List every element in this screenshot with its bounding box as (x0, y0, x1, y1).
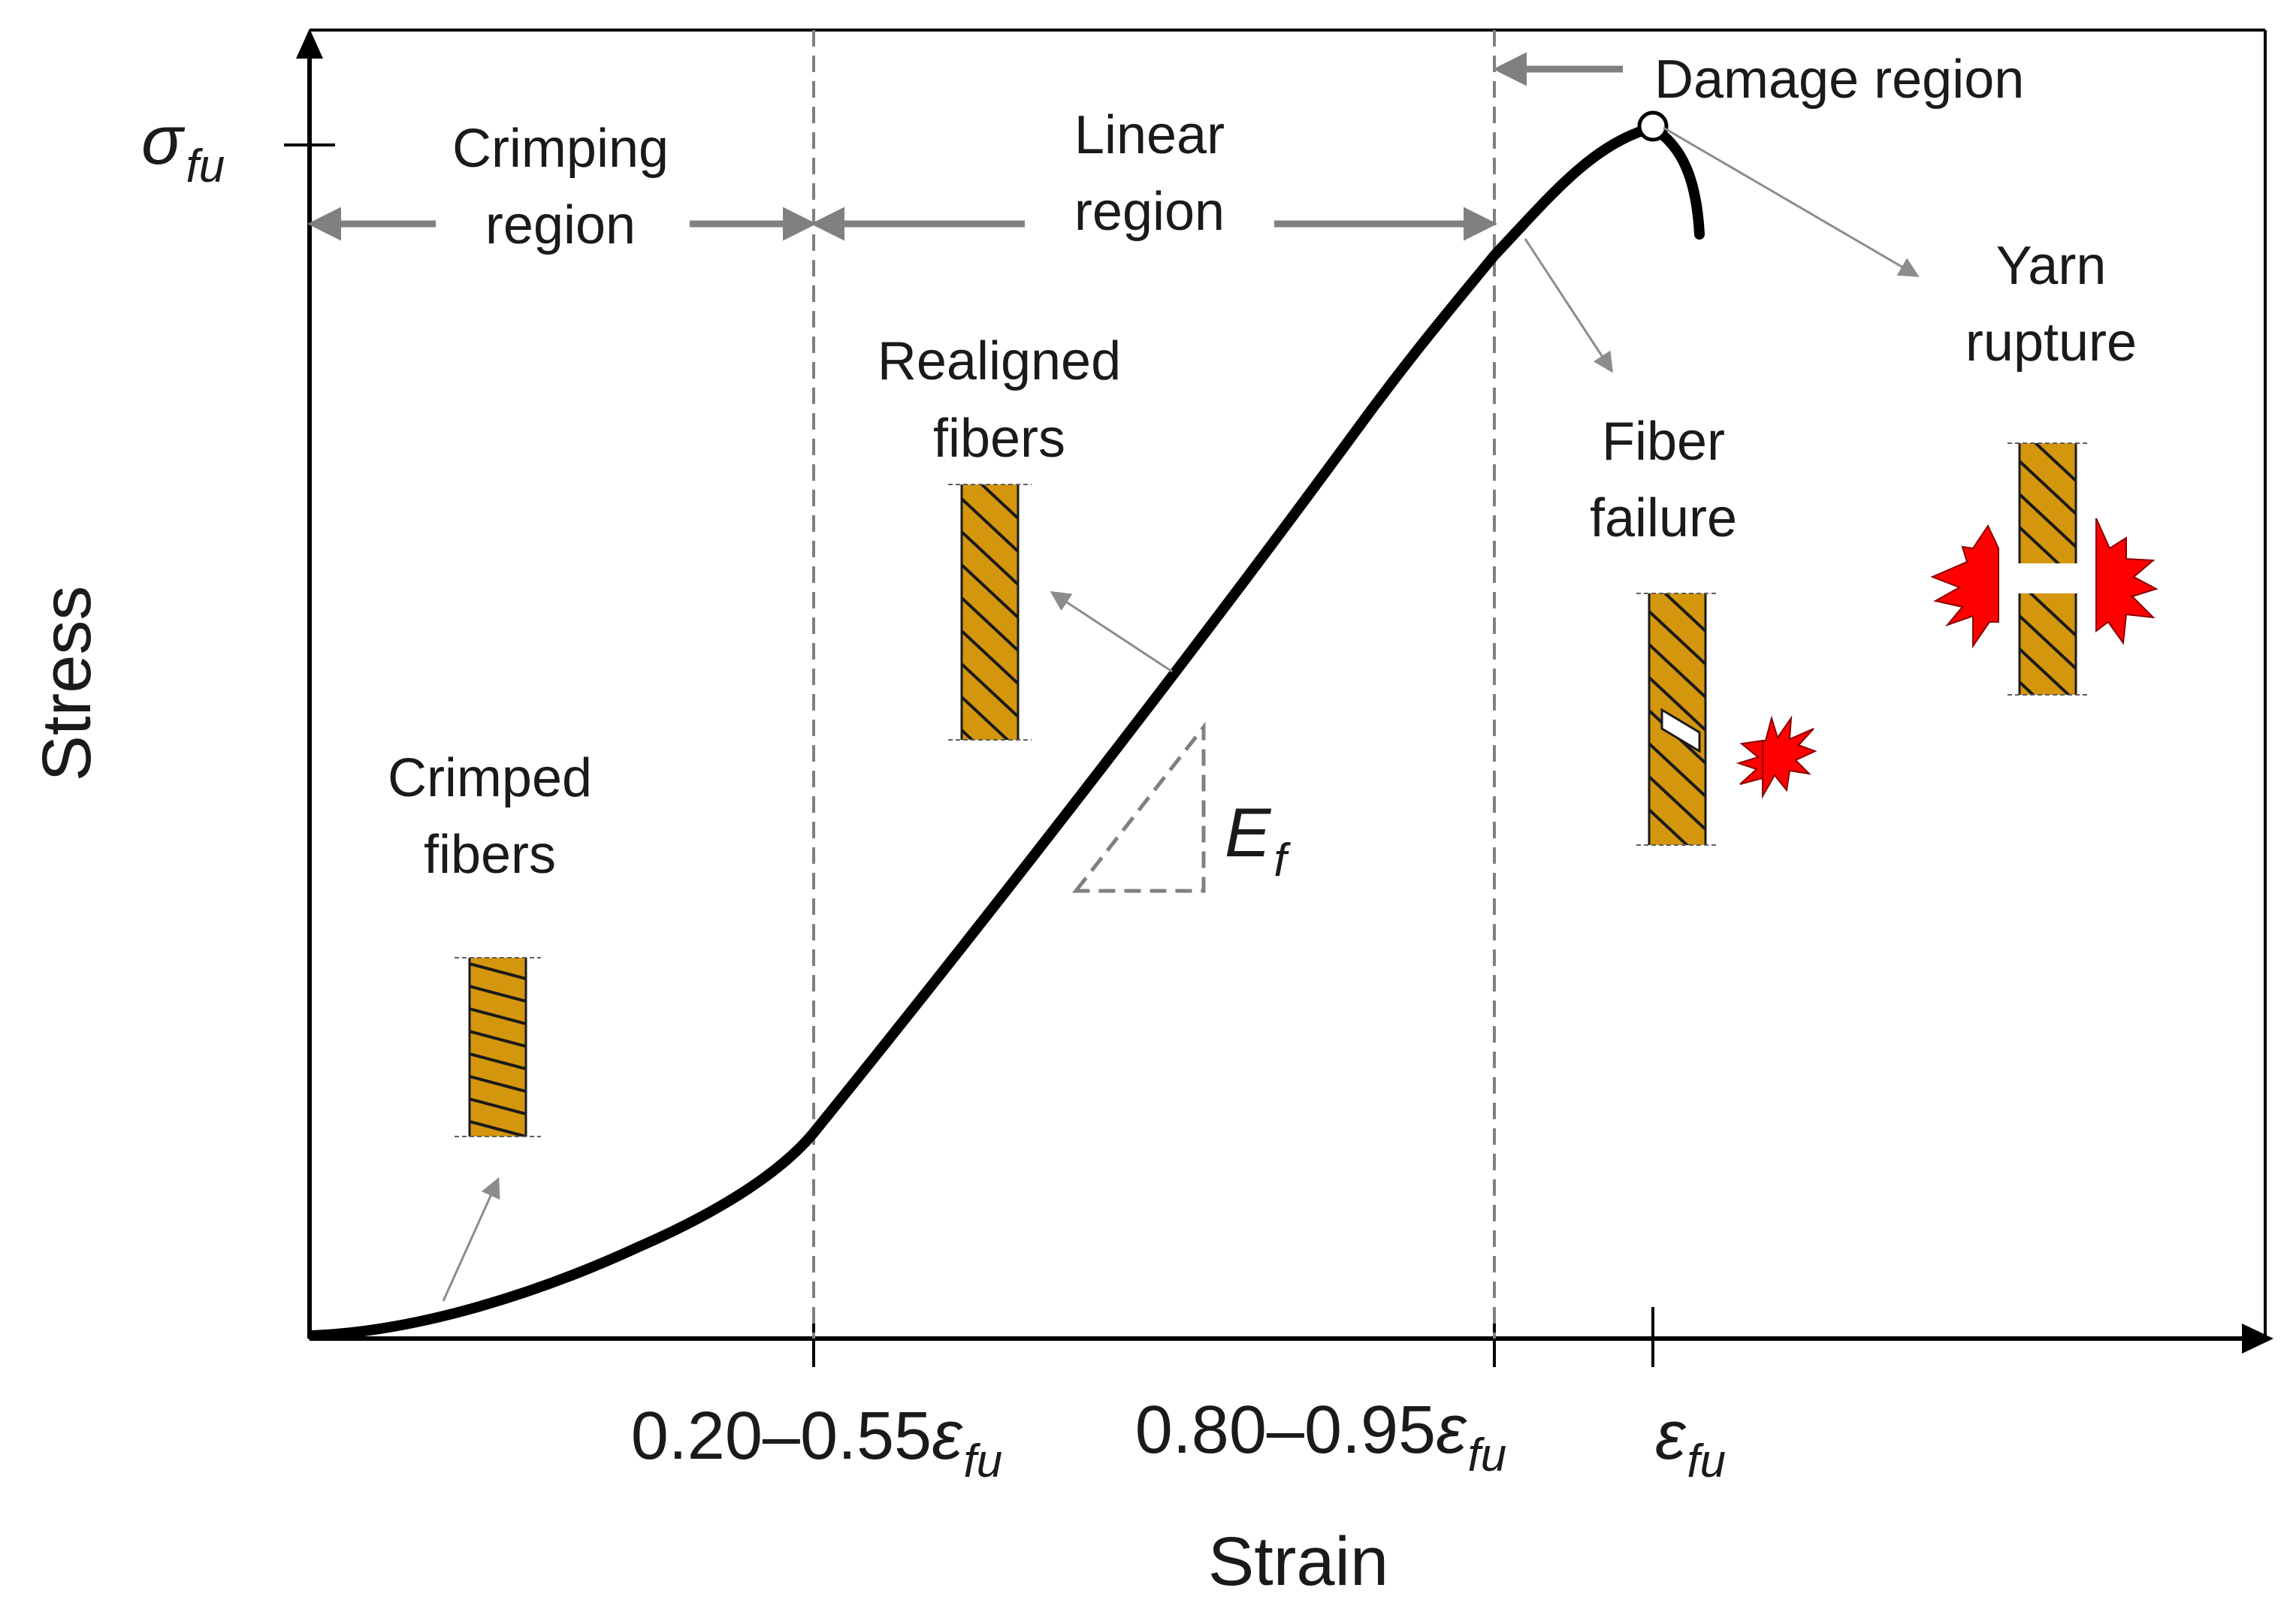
crimping-region-label: Crimping region (452, 119, 669, 255)
x-axis-title: Strain (1208, 1523, 1388, 1600)
linear-region-line-1: Linear (1074, 105, 1225, 165)
yarn-rupture-line-1: Yarn (1996, 236, 2107, 296)
linear-region-label: Linear region (1074, 105, 1225, 242)
slope-label: Ef (1225, 795, 1291, 886)
yarn-rupture-label: Yarn rupture (1965, 236, 2137, 373)
x-tick-label-2: 0.80–0.95εfu (1135, 1391, 1507, 1481)
yarn-rupture-pointer (1663, 126, 1920, 277)
fiber-failure-line-2: failure (1590, 488, 1737, 548)
crimped-yarn-icon (455, 957, 541, 1137)
fiber-failure-label: Fiber failure (1590, 412, 1737, 548)
realigned-pointer (1050, 591, 1173, 673)
x-axis (310, 1324, 2273, 1354)
linear-region-line-2: region (1074, 182, 1225, 242)
x-tick-label-1: 0.20–0.55εfu (631, 1397, 1003, 1487)
crimped-pointer (442, 1177, 500, 1302)
yarn-rupture-line-2: rupture (1965, 312, 2137, 373)
realigned-fibers-label: Realigned fibers (878, 331, 1121, 469)
yarn-rupture-yarn-icon (2008, 442, 2088, 696)
x-tick-label-3: εfu (1655, 1397, 1726, 1487)
damage-region-label: Damage region (1654, 50, 2024, 110)
y-axis (296, 29, 323, 1339)
plot-frame (310, 29, 2267, 1337)
fiber-failure-pointer (1524, 238, 1613, 373)
stress-strain-curve (307, 122, 1705, 1341)
realigned-fibers-line-2: fibers (933, 409, 1065, 469)
realigned-yarn-icon (948, 484, 1032, 741)
crimped-fibers-line-2: fibers (424, 825, 556, 885)
y-axis-title: Stress (29, 586, 105, 782)
fiber-failure-yarn-icon (1636, 593, 1718, 846)
fiber-failure-burst-icon (1736, 715, 1817, 799)
yarn-rupture-right-burst-icon (2095, 518, 2159, 645)
crimped-fibers-line-1: Crimped (388, 748, 592, 808)
fiber-failure-line-1: Fiber (1602, 412, 1725, 472)
slope-triangle (1071, 721, 1206, 893)
crimping-region-line-2: region (485, 195, 636, 255)
crimped-fibers-label: Crimped fibers (388, 748, 592, 885)
yarn-rupture-left-burst-icon (1930, 524, 1999, 649)
ultimate-point-marker (1637, 110, 1669, 142)
crimping-region-line-1: Crimping (452, 119, 669, 179)
realigned-fibers-line-1: Realigned (878, 331, 1121, 391)
y-tick-sigma-fu: σfu (141, 102, 225, 192)
